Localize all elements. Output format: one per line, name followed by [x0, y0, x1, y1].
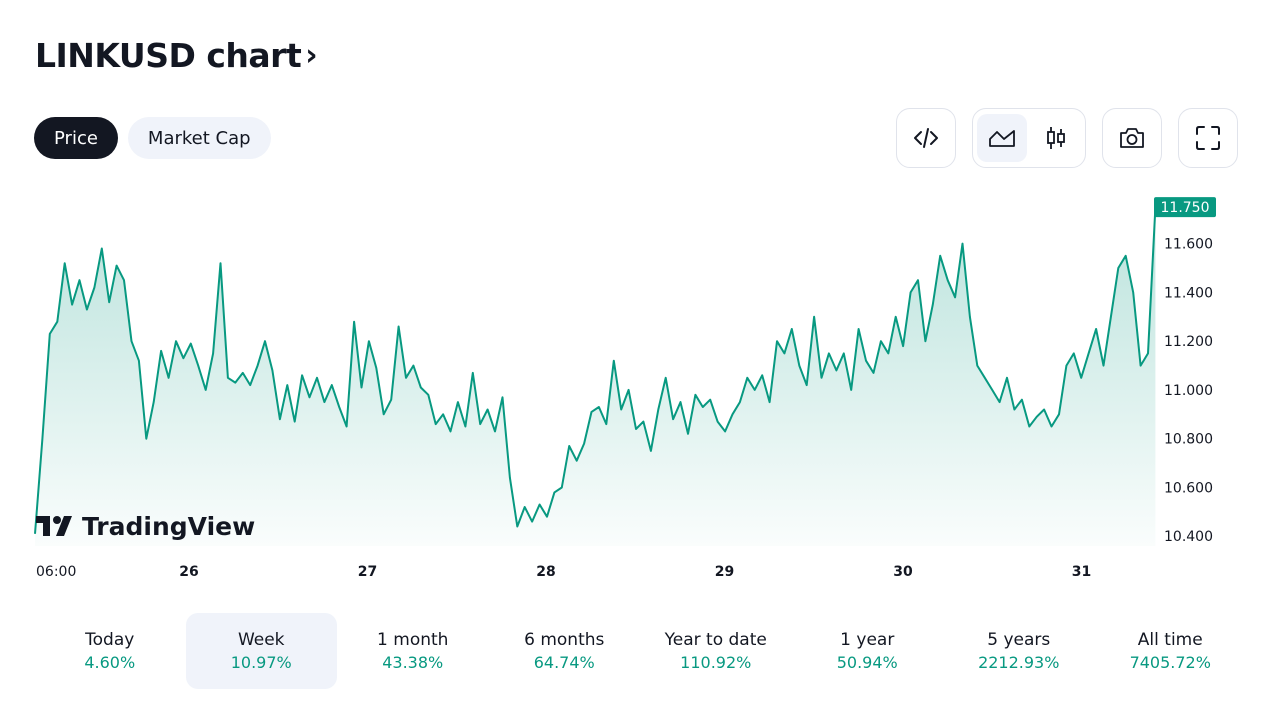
x-tick-label: 06:00 [36, 564, 76, 580]
metric-switcher: Price Market Cap [34, 117, 271, 159]
stat-value: 4.60% [84, 653, 136, 672]
stat-value: 10.97% [230, 653, 292, 672]
stat-week[interactable]: Week 10.97% [185, 613, 337, 689]
y-tick-label: 11.000 [1164, 383, 1213, 399]
price-tag-background [1154, 197, 1216, 218]
stat-5-years[interactable]: 5 years 2212.93% [943, 613, 1095, 689]
price-chart[interactable]: 11.600 11.400 11.200 11.000 10.800 10.600 10.4… [0, 180, 1280, 590]
stat-label: Year to date [664, 630, 767, 650]
y-tick-label: 11.200 [1164, 334, 1213, 350]
stat-1-month[interactable]: 1 month 43.38% [337, 613, 489, 689]
stat-value: 2212.93% [978, 653, 1060, 672]
y-tick-label: 10.600 [1164, 480, 1213, 496]
fullscreen-button[interactable] [1178, 108, 1238, 168]
stat-value: 64.74% [533, 653, 595, 672]
area-fill [35, 207, 1156, 546]
y-tick-label: 10.800 [1164, 432, 1213, 448]
stat-1-year[interactable]: 1 year 50.94% [792, 613, 944, 689]
stat-value: 43.38% [382, 653, 444, 672]
current-price-tag: 11.750 [1154, 197, 1216, 218]
stat-label: Week [237, 630, 285, 650]
tradingview-watermark: TradingView [36, 512, 255, 541]
stat-value: 7405.72% [1129, 653, 1211, 672]
stat-label: 6 months [524, 630, 605, 650]
x-tick-label: 28 [536, 564, 555, 580]
stat-year-to-date[interactable]: Year to date 110.92% [640, 613, 792, 689]
stat-label: 5 years [987, 630, 1051, 650]
stat-value: 50.94% [836, 653, 898, 672]
y-tick-label: 11.400 [1164, 285, 1213, 301]
stat-label: All time [1137, 630, 1203, 650]
chart-toolbar [896, 108, 1238, 168]
fullscreen-icon [1196, 126, 1220, 150]
y-tick-label: 10.400 [1164, 529, 1213, 545]
tradingview-logo [36, 516, 72, 536]
stat-today[interactable]: Today 4.60% [34, 613, 186, 689]
watermark-text: TradingView [82, 512, 255, 541]
x-tick-label: 31 [1072, 564, 1091, 580]
chevron-right-icon: › [305, 37, 318, 73]
x-tick-label: 29 [715, 564, 734, 580]
x-tick-label: 26 [179, 564, 198, 580]
page-title: LINKUSD chart [35, 36, 302, 75]
area-chart-icon [989, 130, 1015, 147]
stat-label: Today [85, 630, 135, 650]
area-style-button[interactable] [977, 114, 1027, 162]
x-tick-label: 30 [893, 564, 913, 580]
chart-style-group [972, 108, 1086, 168]
candlestick-icon [1047, 127, 1065, 149]
stat-value: 110.92% [680, 653, 752, 672]
price-line [34, 207, 1157, 534]
x-axis: 06:00 26 27 28 29 30 31 [36, 564, 1091, 580]
tab-market-cap[interactable]: Market Cap [127, 117, 271, 159]
stat-all-time[interactable]: All time 7405.72% [1095, 613, 1247, 689]
y-tick-label: 11.600 [1164, 237, 1213, 253]
embed-button[interactable] [896, 108, 956, 168]
y-axis: 11.600 11.400 11.200 11.000 10.800 10.600 10.4… [1164, 237, 1213, 546]
candles-style-button[interactable] [1031, 114, 1081, 162]
current-price-label: 11.750 [1161, 200, 1210, 216]
performance-stats: Today 4.60% Week 10.97% 1 month 43.38% 6… [34, 613, 1246, 689]
stat-label: 1 month [377, 630, 449, 650]
x-tick-label: 27 [358, 564, 377, 580]
code-icon [914, 128, 938, 148]
chart-title-link[interactable]: LINKUSD chart › [35, 36, 318, 75]
stat-6-months[interactable]: 6 months 64.74% [489, 613, 641, 689]
stat-label: 1 year [840, 630, 895, 650]
camera-icon [1120, 128, 1144, 148]
snapshot-button[interactable] [1102, 108, 1162, 168]
tab-price[interactable]: Price [34, 117, 118, 159]
